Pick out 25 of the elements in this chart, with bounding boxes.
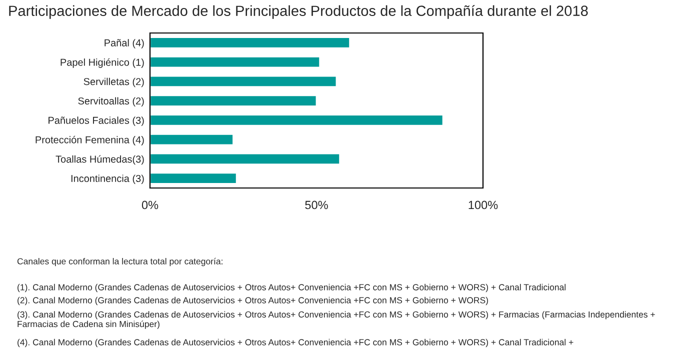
bar (150, 172, 238, 184)
bar (150, 94, 318, 107)
y-tick-label: Servitoallas (2) (78, 97, 144, 107)
y-tick-label: Incontinencia (3) (71, 174, 144, 184)
x-tick-label: 100% (468, 200, 498, 210)
chart-title: Participaciones de Mercado de los Principales Productos de la Compañía durante el 2018 (9, 5, 588, 19)
bar (150, 114, 444, 126)
y-tick-label: Pañuelos Faciales (3) (48, 116, 144, 126)
bar (150, 134, 234, 146)
x-tick-label: 50% (305, 200, 328, 210)
bar (150, 36, 350, 49)
y-tick-label: Papel Higiénico (1) (60, 58, 144, 68)
text: (3). Canal Moderno (Grandes Cadenas de Autoservicios + Otros Autos+ Conveniencia +FC con MS + Gobierno + WORS) + Farmacias (Farmacias Independientes + Farmacias de Cadena sin Minisúper) (18, 311, 655, 329)
text: Canales que conforman la lectura total por categoría: (17, 258, 222, 266)
text: (1). Canal Moderno (Grandes Cadenas de Autoservicios + Otros Autos+ Conveniencia +FC con MS + Gobierno + WORS) + Canal Tradicional (18, 284, 566, 292)
y-tick-label: Pañal (4) (104, 39, 144, 48)
bar (150, 75, 338, 88)
y-tick-label: Protección Femenina (4) (36, 136, 144, 146)
bar (150, 56, 321, 68)
bar (150, 152, 341, 165)
y-tick-label: Servilletas (2) (84, 78, 144, 88)
y-tick-label: Toallas Húmedas(3) (56, 155, 144, 165)
text: (4). Canal Moderno (Grandes Cadenas de Autoservicios + Otros Autos+ Conveniencia +FC con MS + Gobierno + WORS) + Canal Tradicional + (18, 338, 574, 348)
x-tick-label: 0% (142, 200, 158, 210)
text: (2). Canal Moderno (Grandes Cadenas de Autoservicios + Otros Autos+ Conveniencia +FC con MS + Gobierno + WORS) (18, 296, 488, 306)
